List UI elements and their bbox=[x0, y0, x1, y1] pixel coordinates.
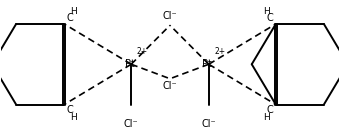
Text: H: H bbox=[70, 7, 77, 16]
Text: H: H bbox=[70, 113, 77, 122]
Text: 2+: 2+ bbox=[214, 47, 225, 56]
Text: C: C bbox=[267, 13, 273, 23]
Text: H: H bbox=[263, 7, 270, 16]
Text: C: C bbox=[67, 13, 73, 23]
Text: Cl⁻: Cl⁻ bbox=[124, 119, 138, 129]
Text: 2+: 2+ bbox=[136, 47, 148, 56]
Text: Pt: Pt bbox=[202, 59, 212, 69]
Text: Cl⁻: Cl⁻ bbox=[163, 12, 177, 21]
Text: C: C bbox=[267, 105, 273, 115]
Text: Cl⁻: Cl⁻ bbox=[202, 119, 216, 129]
Text: C: C bbox=[67, 105, 73, 115]
Text: H: H bbox=[263, 113, 270, 122]
Text: Cl⁻: Cl⁻ bbox=[163, 81, 177, 91]
Text: Pt: Pt bbox=[124, 59, 135, 69]
